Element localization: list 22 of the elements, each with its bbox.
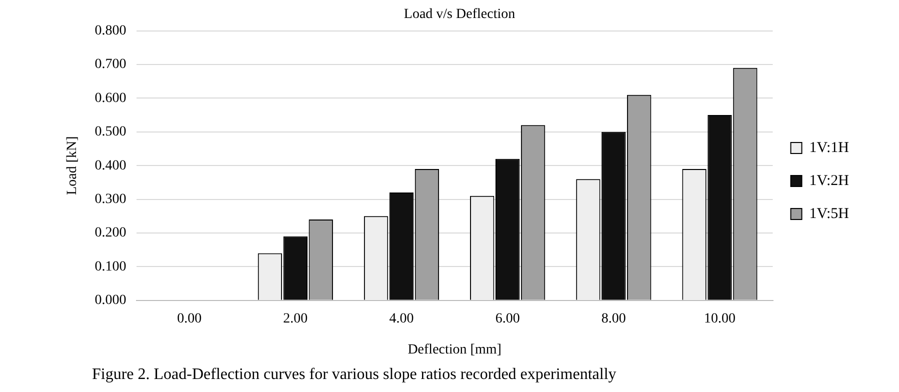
x-tick-label: 8.00 [601, 311, 626, 326]
y-axis-title: Load [kN] [65, 136, 80, 195]
x-tick-label: 10.00 [704, 311, 736, 326]
y-tick-label: 0.500 [94, 124, 126, 140]
legend-label: 1V:5H [809, 206, 850, 222]
legend-label: 1V:1H [809, 140, 850, 156]
y-tick-label: 0.100 [94, 259, 126, 274]
x-tick-label: 0.00 [177, 311, 202, 326]
y-tick-label: 0.200 [94, 226, 126, 241]
chart-title: Load v/s Deflection [404, 7, 516, 22]
y-tick-label: 0.600 [94, 90, 126, 106]
y-tick-label: 0.800 [94, 23, 126, 38]
caption: Figure 2. Load-Deflection curves for various slope ratios recorded experimentally [92, 366, 616, 384]
y-tick-label: 0.000 [94, 293, 126, 308]
x-axis-title: Deflection [mm] [408, 342, 502, 358]
legend-label: 1V:2H [809, 172, 850, 189]
x-tick-label: 2.00 [283, 311, 308, 326]
y-tick-label: 0.300 [94, 192, 126, 207]
x-tick-label: 6.00 [495, 311, 520, 326]
x-tick-label: 4.00 [389, 311, 414, 326]
y-tick-label: 0.400 [94, 158, 126, 174]
y-tick-label: 0.700 [94, 57, 126, 72]
